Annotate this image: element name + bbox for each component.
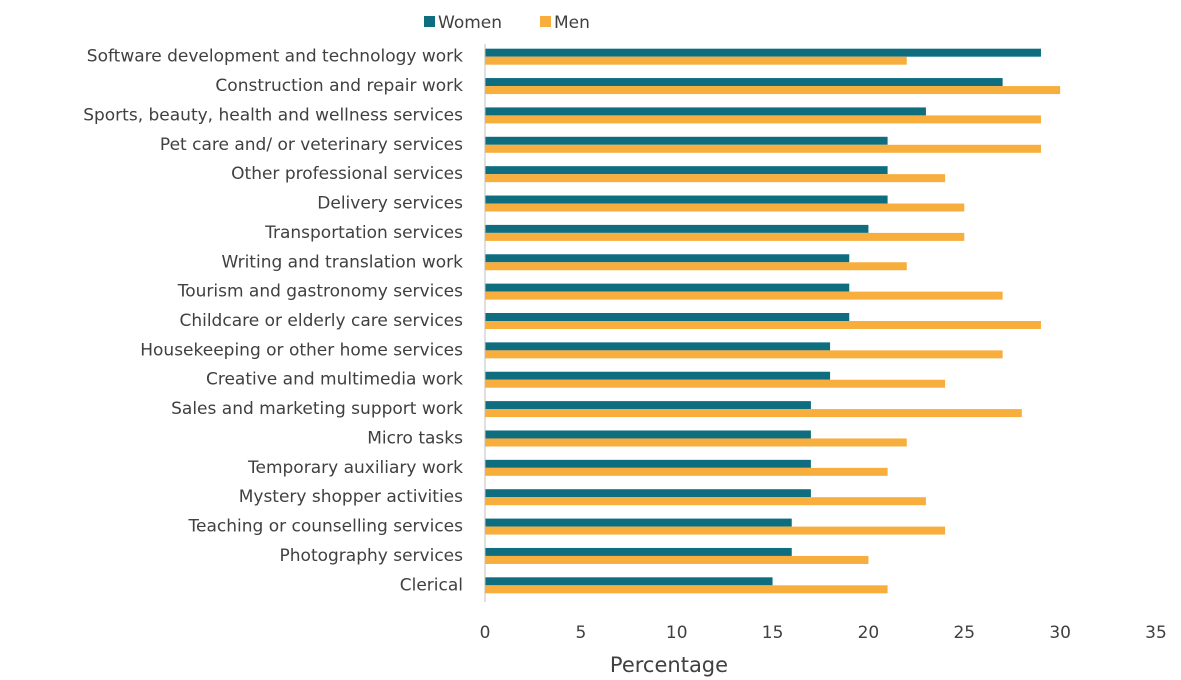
bar [485,195,888,204]
bar [485,166,888,175]
bar [485,342,831,351]
legend-label: Women [438,13,502,33]
bar [485,86,1061,95]
bar [485,313,850,321]
x-tick-label: 20 [858,623,880,643]
x-tick-label: 0 [480,623,491,643]
bar [485,254,850,263]
bar [485,232,965,241]
bar [485,262,907,271]
bar [485,409,1022,418]
x-tick-label: 25 [953,623,975,643]
bar [485,518,792,527]
y-tick-label: Tourism and gastronomy services [177,282,463,302]
y-tick-label: Transportation services [264,223,463,243]
y-tick-label: Creative and multimedia work [206,370,463,390]
bar [485,585,888,594]
legend-swatch [424,16,435,27]
y-tick-label: Other professional services [231,164,463,184]
bar [485,136,888,145]
x-tick-label: 10 [666,623,688,643]
bar [485,321,1041,329]
bar [485,224,869,233]
bar [485,489,811,498]
y-tick-label: Housekeeping or other home services [140,340,463,360]
y-tick-label: Photography services [280,546,464,566]
bar [485,291,1003,300]
x-tick-label: 15 [762,623,784,643]
y-tick-label: Pet care and/ or veterinary services [160,135,463,155]
y-tick-label: Mystery shopper activities [239,487,463,507]
legend-label: Men [554,13,590,33]
x-tick-label: 35 [1145,623,1167,643]
bar [485,379,946,388]
bar [485,48,1041,57]
bar [485,56,907,65]
bar [485,547,792,556]
x-tick-label: 30 [1049,623,1071,643]
y-tick-label: Childcare or elderly care services [179,311,463,331]
bar [485,459,811,468]
bar [485,174,946,183]
bar [485,555,869,564]
bar [485,144,1041,153]
y-tick-label: Writing and translation work [222,252,464,272]
bar [485,497,926,506]
y-tick-label: Software development and technology work [87,47,463,67]
bar [485,577,773,586]
bar [485,430,811,439]
legend-swatch [540,16,551,27]
bar [485,526,946,535]
y-tick-label: Temporary auxiliary work [247,458,463,478]
y-tick-label: Construction and repair work [215,76,463,96]
bar [485,283,850,292]
bar [485,107,926,116]
bar [485,78,1003,87]
bar [485,115,1041,124]
x-axis-label: Percentage [610,653,728,677]
y-tick-label: Micro tasks [367,428,463,448]
x-tick-label: 5 [575,623,586,643]
y-tick-label: Sports, beauty, health and wellness serv… [83,105,463,125]
y-tick-label: Clerical [400,575,463,595]
y-tick-label: Teaching or counselling services [188,517,464,537]
bar [485,467,888,476]
bar [485,350,1003,359]
y-tick-label: Delivery services [317,194,463,214]
bar [485,203,965,212]
bar [485,438,907,447]
y-tick-label: Sales and marketing support work [171,399,463,419]
bar [485,401,811,410]
bar [485,371,831,380]
